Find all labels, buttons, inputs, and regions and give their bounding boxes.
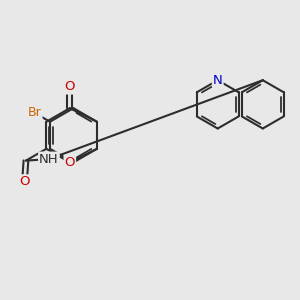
Text: O: O	[19, 175, 30, 188]
Text: N: N	[213, 74, 223, 87]
Text: O: O	[64, 156, 75, 169]
Text: NH: NH	[39, 153, 59, 166]
Text: Br: Br	[28, 106, 42, 119]
Text: O: O	[64, 80, 75, 94]
